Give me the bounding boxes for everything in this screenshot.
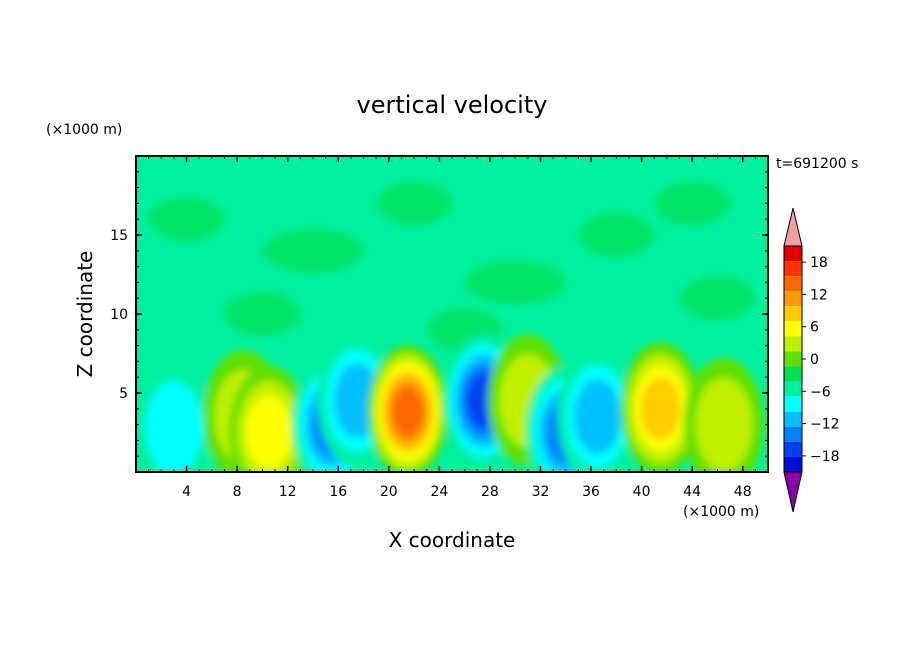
colorbar-segment bbox=[784, 426, 802, 442]
field-patch bbox=[654, 181, 730, 226]
colorbar-segment bbox=[784, 246, 802, 262]
field-patch bbox=[679, 276, 756, 321]
time-label: t=691200 s bbox=[776, 156, 858, 172]
chart-title: vertical velocity bbox=[357, 91, 548, 119]
colorbar-segment bbox=[784, 381, 802, 397]
field-patch bbox=[262, 228, 364, 273]
contour-field bbox=[136, 156, 768, 472]
field-patch bbox=[224, 292, 301, 336]
x-tick-label: 32 bbox=[532, 484, 550, 500]
colorbar-tick-label: 0 bbox=[810, 352, 819, 368]
field-contour bbox=[145, 381, 203, 472]
field-blobs bbox=[136, 181, 764, 472]
y-tick-label: 15 bbox=[110, 228, 128, 244]
field-patch bbox=[578, 213, 655, 257]
x-tick-label: 8 bbox=[233, 484, 242, 500]
colorbar-segment bbox=[784, 321, 802, 337]
x-tick-label: 20 bbox=[380, 484, 398, 500]
x-unit-label: (×1000 m) bbox=[683, 504, 759, 520]
colorbar-tick-label: 18 bbox=[810, 255, 828, 271]
colorbar-segment bbox=[784, 336, 802, 352]
y-axis-ticks: 5 10 15 bbox=[110, 171, 768, 457]
x-tick-label: 16 bbox=[329, 484, 347, 500]
colorbar-segment bbox=[784, 261, 802, 277]
colorbar-tick-label: −18 bbox=[810, 449, 840, 465]
field-patch bbox=[464, 260, 566, 305]
field-patch bbox=[376, 181, 452, 226]
colorbar-segment bbox=[784, 396, 802, 412]
colorbar-segment bbox=[784, 366, 802, 382]
y-unit-label: (×1000 m) bbox=[46, 122, 122, 138]
colorbar-segment bbox=[784, 456, 802, 472]
colorbar-segment bbox=[784, 441, 802, 457]
x-tick-label: 44 bbox=[683, 484, 701, 500]
field-contour bbox=[574, 379, 621, 454]
y-tick-label: 5 bbox=[119, 386, 128, 402]
field-contour bbox=[640, 377, 681, 440]
colorbar-tick-label: 12 bbox=[810, 287, 828, 303]
colorbar-segment bbox=[784, 351, 802, 367]
field-contour bbox=[695, 377, 753, 472]
y-tick-label: 10 bbox=[110, 307, 128, 323]
x-tick-label: 4 bbox=[182, 484, 191, 500]
colorbar-under-arrow bbox=[783, 471, 803, 513]
colorbar-segment bbox=[784, 276, 802, 292]
x-tick-label: 12 bbox=[279, 484, 297, 500]
colorbar-segment bbox=[784, 306, 802, 322]
field-contour bbox=[392, 387, 424, 437]
x-tick-label: 40 bbox=[633, 484, 651, 500]
field-layers bbox=[136, 181, 764, 472]
x-tick-label: 48 bbox=[734, 484, 752, 500]
colorbar-tick-label: 6 bbox=[810, 320, 819, 336]
colorbar-tick-label: −6 bbox=[810, 384, 831, 400]
colorbar: 18 12 6 0 −6 −12 −18 bbox=[783, 207, 840, 513]
x-tick-label: 24 bbox=[430, 484, 448, 500]
field-contour bbox=[245, 395, 292, 470]
x-tick-label: 28 bbox=[481, 484, 499, 500]
field-patch bbox=[148, 197, 225, 242]
x-axis-label: X coordinate bbox=[389, 528, 516, 552]
colorbar-tick-label: −12 bbox=[810, 417, 840, 433]
colorbar-over-arrow bbox=[783, 207, 803, 247]
colorbar-segment bbox=[784, 411, 802, 427]
colorbar-segment bbox=[784, 291, 802, 307]
x-axis-ticks: 4 8 12 16 20 24 28 32 36 40 44 48 bbox=[148, 156, 756, 500]
y-axis-label: Z coordinate bbox=[73, 251, 97, 378]
x-tick-label: 36 bbox=[582, 484, 600, 500]
